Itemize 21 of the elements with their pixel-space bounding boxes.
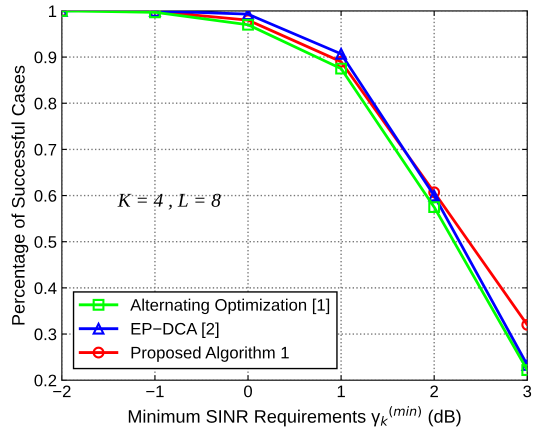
y-tick-label: 1	[49, 6, 56, 17]
y-tick-label: 0.9	[34, 51, 56, 64]
x-tick-label: 0	[244, 385, 252, 398]
y-tick-label: 0.7	[34, 144, 56, 156]
x-tick-label: −2	[53, 385, 71, 398]
x-tick-label: −1	[146, 386, 164, 398]
y-axis-title: Percentage of Successful Cases	[11, 66, 28, 325]
x-tick-label: 2	[430, 385, 438, 398]
annotation: K = 4 , L = 8	[117, 194, 221, 210]
legend-label: Alternating Optimization [1]	[130, 298, 330, 314]
y-tick-label: 0.4	[34, 282, 57, 294]
x-tick-label: 1	[338, 386, 345, 398]
x-axis-title: Minimum SINR Requirements γ$_{k}$$^{(min)}$ (dB)	[128, 406, 461, 426]
y-tick-label: 0.3	[34, 328, 56, 340]
x-tick-label: 3	[523, 385, 532, 398]
legend-label: EP−DCA [2]	[132, 322, 218, 338]
legend-label: Proposed Algorithm 1	[132, 346, 289, 362]
y-tick-label: 0.8	[34, 98, 56, 110]
y-tick-label: 0.5	[34, 236, 56, 248]
y-tick-label: 0.2	[34, 374, 56, 386]
y-tick-label: 0.6	[34, 190, 56, 202]
